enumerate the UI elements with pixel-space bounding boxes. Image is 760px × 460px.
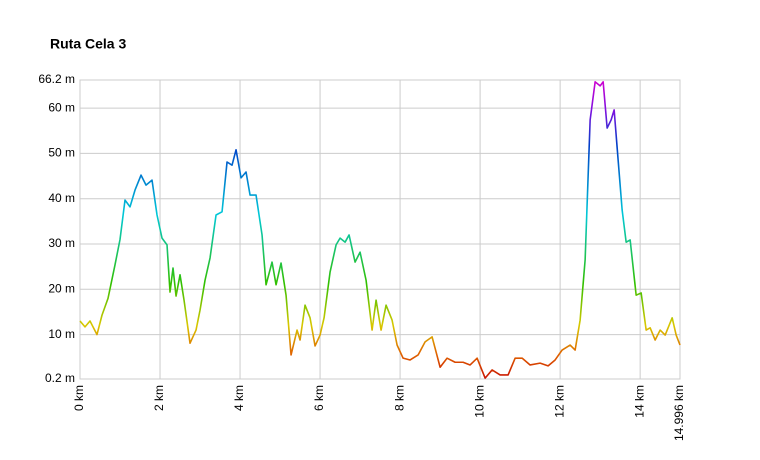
x-tick-label: 10 km <box>472 385 486 418</box>
x-tick-label: 12 km <box>552 385 566 418</box>
plot-border <box>79 79 681 380</box>
elevation-line <box>79 81 681 379</box>
y-tick-label: 0.2 m <box>45 371 75 385</box>
y-tick-label: 40 m <box>48 191 75 205</box>
y-tick-label: 20 m <box>48 281 75 295</box>
x-tick-label: 0 km <box>72 385 86 411</box>
x-tick-label: 2 km <box>152 385 166 411</box>
y-tick-label: 50 m <box>48 146 75 160</box>
y-tick-label: 60 m <box>48 100 75 114</box>
y-tick-label: 10 m <box>48 327 75 341</box>
y-tick-label: 30 m <box>48 236 75 250</box>
y-tick-label: 66.2 m <box>38 72 75 86</box>
x-tick-label: 14 km <box>632 385 646 418</box>
x-tick-label: 8 km <box>392 385 406 411</box>
chart-title: Ruta Cela 3 <box>50 36 126 52</box>
x-tick-label: 4 km <box>232 385 246 411</box>
x-tick-label: 6 km <box>312 385 326 411</box>
x-tick-label: 14.996 km <box>672 385 686 441</box>
